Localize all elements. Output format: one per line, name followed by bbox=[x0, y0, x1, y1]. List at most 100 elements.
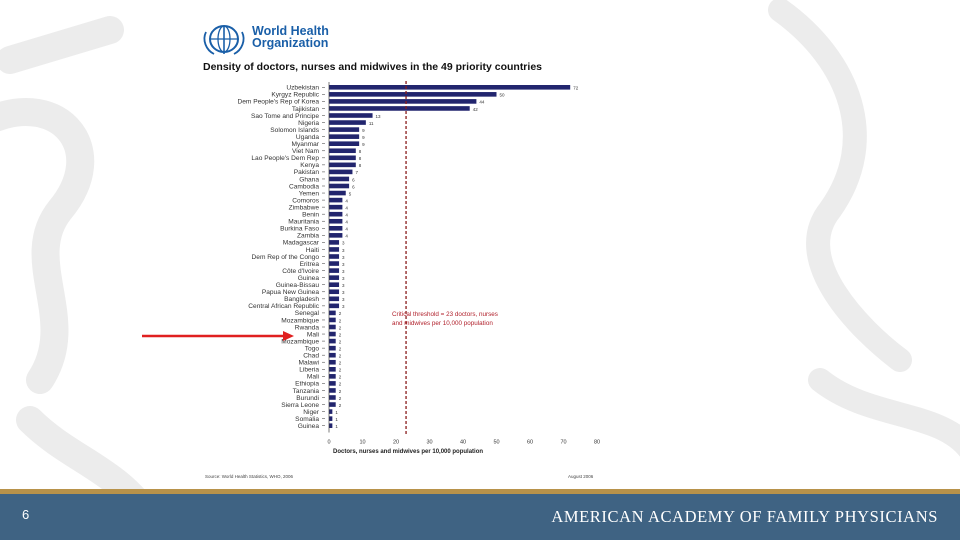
footer-accent-stripe bbox=[0, 489, 960, 494]
bar bbox=[329, 233, 343, 238]
category-label: Kyrgyz Republic bbox=[271, 92, 319, 99]
bar bbox=[329, 155, 356, 161]
category-label: Ghana bbox=[299, 176, 319, 183]
value-label: 8 bbox=[359, 163, 362, 168]
category-label: Ethiopia bbox=[295, 381, 319, 388]
bar bbox=[329, 416, 333, 421]
category-label: Kenya bbox=[300, 162, 319, 169]
value-label: 2 bbox=[339, 325, 342, 330]
value-label: 4 bbox=[345, 205, 348, 210]
bar bbox=[329, 359, 336, 365]
category-label: Madagascar bbox=[283, 240, 320, 247]
category-label: Malawi bbox=[298, 360, 319, 367]
category-label: Togo bbox=[305, 345, 320, 352]
bar bbox=[329, 324, 336, 330]
bar bbox=[329, 423, 333, 428]
bar bbox=[329, 176, 350, 182]
bar bbox=[329, 120, 366, 125]
value-label: 3 bbox=[342, 297, 345, 302]
organization-name: AMERICAN ACADEMY OF FAMILY PHYSICIANS bbox=[551, 507, 938, 526]
category-label: Zambia bbox=[297, 233, 319, 240]
value-label: 1 bbox=[335, 417, 338, 422]
category-label: Burundi bbox=[296, 395, 319, 402]
x-tick-label: 80 bbox=[594, 439, 600, 445]
category-label: Rwanda bbox=[295, 324, 320, 331]
value-label: 42 bbox=[473, 107, 479, 112]
bar bbox=[329, 204, 343, 210]
category-label: Mozambique bbox=[281, 317, 319, 324]
bar bbox=[329, 345, 336, 351]
x-tick-label: 70 bbox=[560, 439, 566, 445]
bar bbox=[329, 92, 497, 97]
value-label: 3 bbox=[342, 241, 345, 246]
bar bbox=[329, 162, 356, 168]
category-label: Guinea bbox=[298, 423, 320, 430]
category-label: Niger bbox=[303, 409, 320, 416]
category-label: Haiti bbox=[306, 247, 320, 254]
value-label: 3 bbox=[342, 290, 345, 295]
value-label: 4 bbox=[345, 227, 348, 232]
bar bbox=[329, 197, 343, 203]
bar bbox=[329, 148, 356, 154]
x-tick-label: 60 bbox=[527, 439, 533, 445]
category-label: Sierra Leone bbox=[281, 402, 319, 409]
bar bbox=[329, 99, 477, 104]
bar bbox=[329, 261, 340, 266]
bar bbox=[329, 296, 340, 302]
highlight-arrow bbox=[142, 331, 294, 341]
category-label: Burkina Faso bbox=[280, 226, 319, 233]
value-label: 2 bbox=[339, 382, 342, 387]
category-label: Chad bbox=[303, 353, 319, 360]
bar bbox=[329, 367, 336, 372]
bar bbox=[329, 218, 343, 224]
category-label: Sao Tome and Principe bbox=[251, 113, 319, 120]
x-tick-label: 40 bbox=[460, 439, 466, 445]
chart-title: Density of doctors, nurses and midwives … bbox=[203, 61, 542, 73]
bar bbox=[329, 85, 571, 90]
bar bbox=[329, 226, 343, 231]
value-label: 2 bbox=[339, 311, 342, 316]
value-label: 50 bbox=[500, 93, 506, 98]
value-label: 9 bbox=[362, 135, 365, 140]
category-label: Comoros bbox=[292, 197, 319, 204]
bar bbox=[329, 106, 470, 111]
category-label: Côte d'Ivoire bbox=[282, 268, 319, 275]
bar bbox=[329, 134, 360, 139]
value-label: 1 bbox=[335, 424, 338, 429]
bar bbox=[329, 409, 333, 414]
value-label: 2 bbox=[339, 368, 342, 373]
category-label: Liberia bbox=[299, 367, 319, 374]
value-label: 3 bbox=[342, 276, 345, 281]
value-label: 2 bbox=[339, 339, 342, 344]
x-tick-label: 50 bbox=[493, 439, 499, 445]
value-label: 44 bbox=[479, 100, 485, 105]
category-label: Senegal bbox=[295, 310, 320, 317]
x-tick-label: 0 bbox=[327, 439, 330, 445]
bar bbox=[329, 113, 373, 118]
value-label: 4 bbox=[345, 220, 348, 225]
category-label: Mali bbox=[307, 374, 320, 381]
category-label: Somalia bbox=[295, 416, 319, 423]
value-label: 3 bbox=[342, 262, 345, 267]
value-label: 4 bbox=[345, 234, 348, 239]
value-label: 7 bbox=[355, 170, 358, 175]
bar bbox=[329, 395, 336, 400]
bar bbox=[329, 247, 340, 252]
value-label: 9 bbox=[362, 128, 365, 133]
bar bbox=[329, 211, 343, 217]
value-label: 3 bbox=[342, 248, 345, 253]
value-label: 2 bbox=[339, 332, 342, 337]
bar bbox=[329, 388, 336, 393]
source-note: Source: World Health Statistics, WHO, 20… bbox=[205, 474, 293, 479]
category-label: Uganda bbox=[296, 134, 319, 141]
bar bbox=[329, 331, 336, 337]
value-label: 8 bbox=[359, 149, 362, 154]
category-label: Tajikistan bbox=[292, 106, 319, 113]
bar bbox=[329, 127, 360, 132]
footer-bar: 6 AMERICAN ACADEMY OF FAMILY PHYSICIANS bbox=[0, 494, 960, 540]
bar bbox=[329, 381, 336, 386]
value-label: 2 bbox=[339, 346, 342, 351]
value-label: 2 bbox=[339, 389, 342, 394]
